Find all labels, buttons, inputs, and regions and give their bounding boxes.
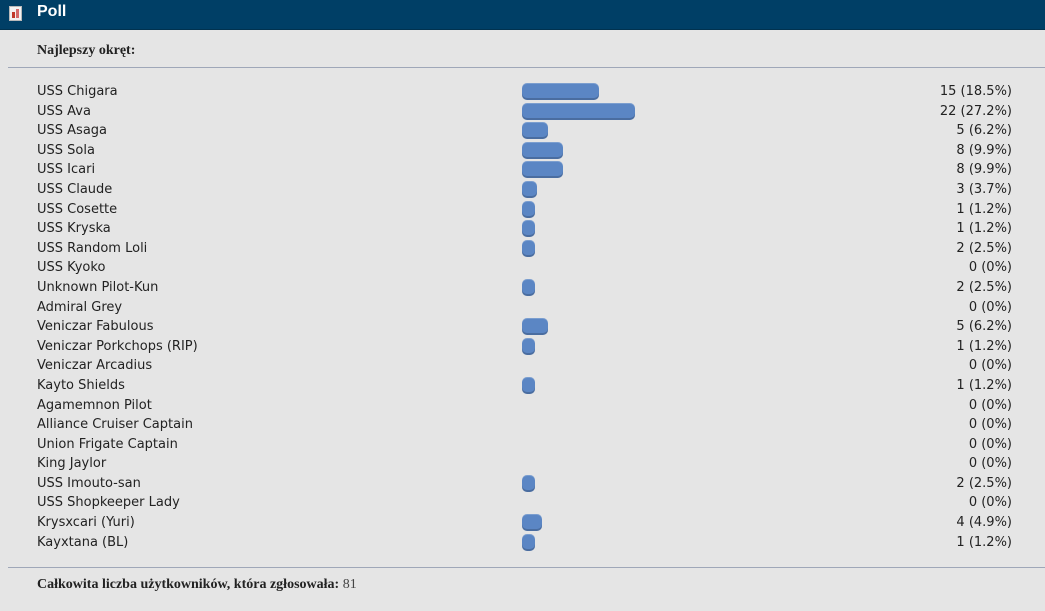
- poll-option-row: Agamemnon Pilot 0 (0%): [0, 396, 1045, 416]
- poll-option-label: Veniczar Porkchops (RIP): [37, 338, 198, 354]
- poll-option-count: 1 (1.2%): [956, 201, 1012, 217]
- poll-result-bar: [522, 514, 542, 532]
- poll-option-row: Alliance Cruiser Captain 0 (0%): [0, 415, 1045, 435]
- poll-result-bar: [522, 239, 535, 257]
- poll-option-count: 0 (0%): [968, 299, 1012, 315]
- poll-option-row: USS Random Loli 2 (2.5%): [0, 239, 1045, 259]
- poll-option-label: USS Claude: [37, 181, 113, 197]
- poll-option-count: 4 (4.9%): [956, 515, 1012, 531]
- poll-option-label: Krysxcari (Yuri): [37, 515, 135, 531]
- poll-total: Całkowita liczba użytkowników, która zgł…: [37, 577, 357, 593]
- total-voters-label: Całkowita liczba użytkowników, która zgł…: [37, 577, 340, 592]
- poll-option-label: USS Chigara: [37, 84, 118, 99]
- poll-option-row: Unknown Pilot-Kun 2 (2.5%): [0, 278, 1045, 298]
- poll-result-bar: [522, 141, 563, 159]
- poll-option-count: 1 (1.2%): [956, 221, 1012, 237]
- poll-option-row: Kayxtana (BL) 1 (1.2%): [0, 533, 1045, 553]
- poll-option-row: USS Claude 3 (3.7%): [0, 180, 1045, 200]
- poll-option-row: USS Kyoko 0 (0%): [0, 258, 1045, 278]
- poll-option-label: USS Random Loli: [37, 240, 148, 256]
- poll-option-label: Veniczar Arcadius: [37, 358, 153, 374]
- poll-result-bar: [522, 318, 548, 336]
- poll-result-bar: [522, 376, 535, 394]
- poll-question: Najlepszy okręt:: [37, 43, 136, 58]
- poll-result-bar: [522, 102, 635, 120]
- poll-option-row: USS Imouto-san 2 (2.5%): [0, 474, 1045, 494]
- poll-option-label: Union Frigate Captain: [37, 436, 178, 452]
- poll-header: Poll: [0, 0, 1045, 30]
- poll-option-count: 8 (9.9%): [956, 162, 1012, 178]
- poll-option-count: 1 (1.2%): [956, 338, 1012, 354]
- poll-result-bar: [522, 278, 535, 296]
- poll-option-row: Admiral Grey 0 (0%): [0, 298, 1045, 318]
- poll-option-label: USS Cosette: [37, 201, 118, 217]
- poll-result-bar: [522, 180, 537, 198]
- poll-option-row: USS Ava 22 (27.2%): [0, 102, 1045, 122]
- total-voters-value: 81: [342, 577, 357, 592]
- poll-option-count: 8 (9.9%): [956, 142, 1012, 158]
- poll-option-count: 0 (0%): [968, 436, 1012, 452]
- poll-option-row: USS Sola 8 (9.9%): [0, 141, 1045, 161]
- poll-result-bar: [522, 83, 599, 100]
- poll-option-count: 22 (27.2%): [939, 103, 1012, 119]
- divider-top: [8, 67, 1045, 68]
- poll-option-count: 0 (0%): [968, 260, 1012, 276]
- poll-option-row: USS Icari 8 (9.9%): [0, 160, 1045, 180]
- poll-result-bar: [522, 122, 548, 140]
- poll-option-label: Unknown Pilot-Kun: [37, 279, 159, 295]
- poll-option-row: USS Chigara 15 (18.5%): [0, 82, 1045, 102]
- poll-chart-icon: [9, 6, 22, 21]
- poll-option-count: 2 (2.5%): [956, 475, 1012, 491]
- poll-option-count: 0 (0%): [968, 397, 1012, 413]
- poll-option-count: 2 (2.5%): [956, 240, 1012, 256]
- poll-option-label: Admiral Grey: [37, 299, 123, 315]
- poll-result-bar: [522, 220, 535, 238]
- poll-option-row: Krysxcari (Yuri) 4 (4.9%): [0, 513, 1045, 533]
- poll-options: USS Chigara 15 (18.5%) USS Ava 22 (27.2%) US…: [0, 82, 1045, 552]
- poll-option-count: 5 (6.2%): [956, 123, 1012, 139]
- poll-option-row: Veniczar Porkchops (RIP) 1 (1.2%): [0, 337, 1045, 357]
- poll-result-bar: [522, 337, 535, 355]
- poll-option-count: 0 (0%): [968, 456, 1012, 472]
- poll-option-count: 3 (3.7%): [956, 181, 1012, 197]
- poll-option-label: Kayto Shields: [37, 377, 125, 393]
- poll-result-bar: [522, 161, 563, 179]
- poll-option-row: King Jaylor 0 (0%): [0, 454, 1045, 474]
- poll-option-label: Veniczar Fabulous: [37, 319, 154, 335]
- poll-option-count: 5 (6.2%): [956, 319, 1012, 335]
- poll-option-label: USS Kryska: [37, 221, 111, 237]
- poll-option-label: Kayxtana (BL): [37, 534, 129, 550]
- poll-result-bar: [522, 533, 535, 551]
- poll-title: Poll: [37, 3, 67, 20]
- poll-option-label: USS Sola: [37, 142, 95, 158]
- poll-option-label: USS Kyoko: [37, 260, 106, 276]
- poll-option-label: Agamemnon Pilot: [37, 397, 152, 413]
- poll-option-row: Veniczar Arcadius 0 (0%): [0, 356, 1045, 376]
- poll-option-label: Alliance Cruiser Captain: [37, 417, 193, 433]
- poll-option-label: USS Ava: [37, 103, 91, 119]
- poll-option-row: USS Kryska 1 (1.2%): [0, 219, 1045, 239]
- poll-option-row: USS Asaga 5 (6.2%): [0, 121, 1045, 141]
- poll-option-row: Kayto Shields 1 (1.2%): [0, 376, 1045, 396]
- poll-result-bar: [522, 200, 535, 218]
- poll-option-row: USS Shopkeeper Lady 0 (0%): [0, 493, 1045, 513]
- divider-bottom: [8, 567, 1045, 568]
- poll-option-label: King Jaylor: [37, 456, 107, 472]
- poll-option-count: 1 (1.2%): [956, 534, 1012, 550]
- poll-option-label: USS Imouto-san: [37, 475, 141, 491]
- poll-option-label: USS Shopkeeper Lady: [37, 495, 180, 511]
- poll-option-count: 1 (1.2%): [956, 377, 1012, 393]
- poll-option-count: 0 (0%): [968, 417, 1012, 433]
- poll-option-count: 2 (2.5%): [956, 279, 1012, 295]
- poll-option-label: USS Asaga: [37, 123, 108, 139]
- poll-option-row: Union Frigate Captain 0 (0%): [0, 435, 1045, 455]
- poll-option-count: 15 (18.5%): [939, 84, 1012, 99]
- poll-option-label: USS Icari: [37, 162, 96, 178]
- poll-result-bar: [522, 474, 535, 492]
- poll-option-row: Veniczar Fabulous 5 (6.2%): [0, 317, 1045, 337]
- poll-option-row: USS Cosette 1 (1.2%): [0, 200, 1045, 220]
- poll-option-count: 0 (0%): [968, 495, 1012, 511]
- poll-option-count: 0 (0%): [968, 358, 1012, 374]
